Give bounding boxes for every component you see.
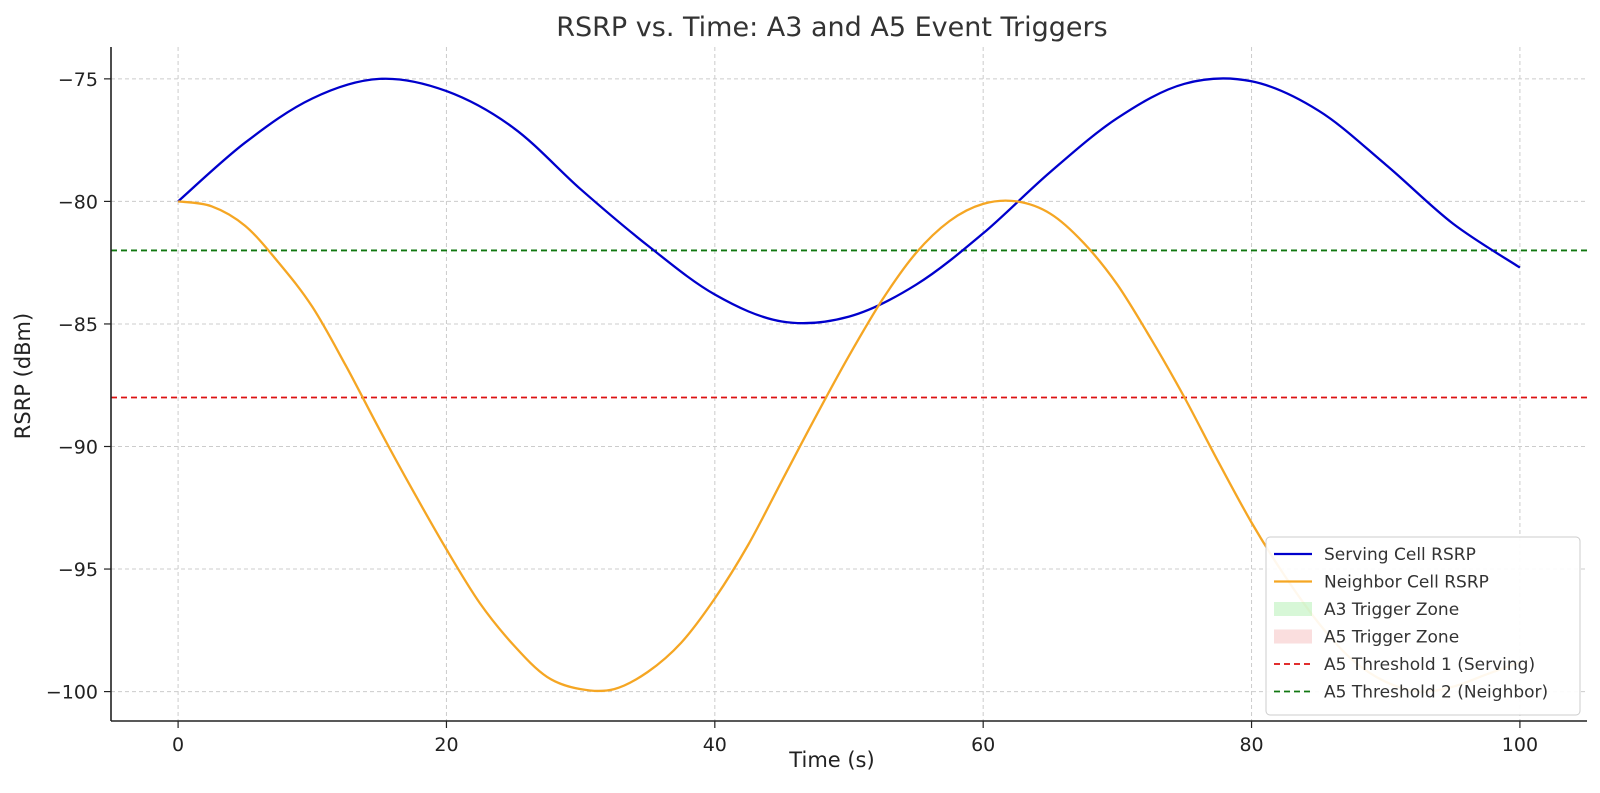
threshold-lines — [111, 249, 1587, 399]
legend-label-a5-trigger-zone: A5 Trigger Zone — [1324, 628, 1459, 648]
x-axis-label: Time (s) — [788, 748, 874, 772]
legend-label-a5-threshold-2-neighbor: A5 Threshold 2 (Neighbor) — [1324, 683, 1548, 703]
y-tick-label: −75 — [58, 69, 98, 91]
legend-label-serving-cell-rsrp: Serving Cell RSRP — [1324, 545, 1476, 565]
legend-label-a5-threshold-1-serving: A5 Threshold 1 (Serving) — [1324, 655, 1535, 675]
y-tick-label: −90 — [58, 436, 98, 458]
x-tick-label: 0 — [172, 734, 184, 756]
legend-swatch-a5-trigger-zone — [1274, 629, 1312, 644]
y-axis-label: RSRP (dBm) — [11, 313, 35, 439]
y-tick-label: −85 — [58, 314, 98, 336]
x-tick-label: 20 — [434, 734, 458, 756]
legend-label-neighbor-cell-rsrp: Neighbor Cell RSRP — [1324, 573, 1489, 593]
x-tick-label: 80 — [1239, 734, 1263, 756]
y-tick-label: −80 — [58, 191, 98, 213]
x-tick-label: 60 — [971, 734, 995, 756]
x-tick-label: 40 — [703, 734, 727, 756]
legend-swatch-a3-trigger-zone — [1274, 602, 1312, 616]
legend: Serving Cell RSRP Neighbor Cell RSRP A3 Tr… — [1265, 536, 1581, 716]
serving-cell-rsrp-line — [177, 77, 1521, 325]
grid — [111, 47, 1587, 721]
legend-box — [1265, 536, 1581, 716]
chart-title: RSRP vs. Time: A3 and A5 Event Triggers — [556, 12, 1107, 43]
x-tick-label: 100 — [1502, 734, 1538, 756]
y-tick-label: −95 — [58, 559, 98, 581]
axes — [110, 47, 1587, 722]
y-tick-label: −100 — [46, 682, 98, 704]
ticks: 0 20 40 60 80 100 −75 −80 −85 −90 −95 −100 — [46, 69, 1538, 756]
legend-label-a3-trigger-zone: A3 Trigger Zone — [1324, 600, 1459, 620]
